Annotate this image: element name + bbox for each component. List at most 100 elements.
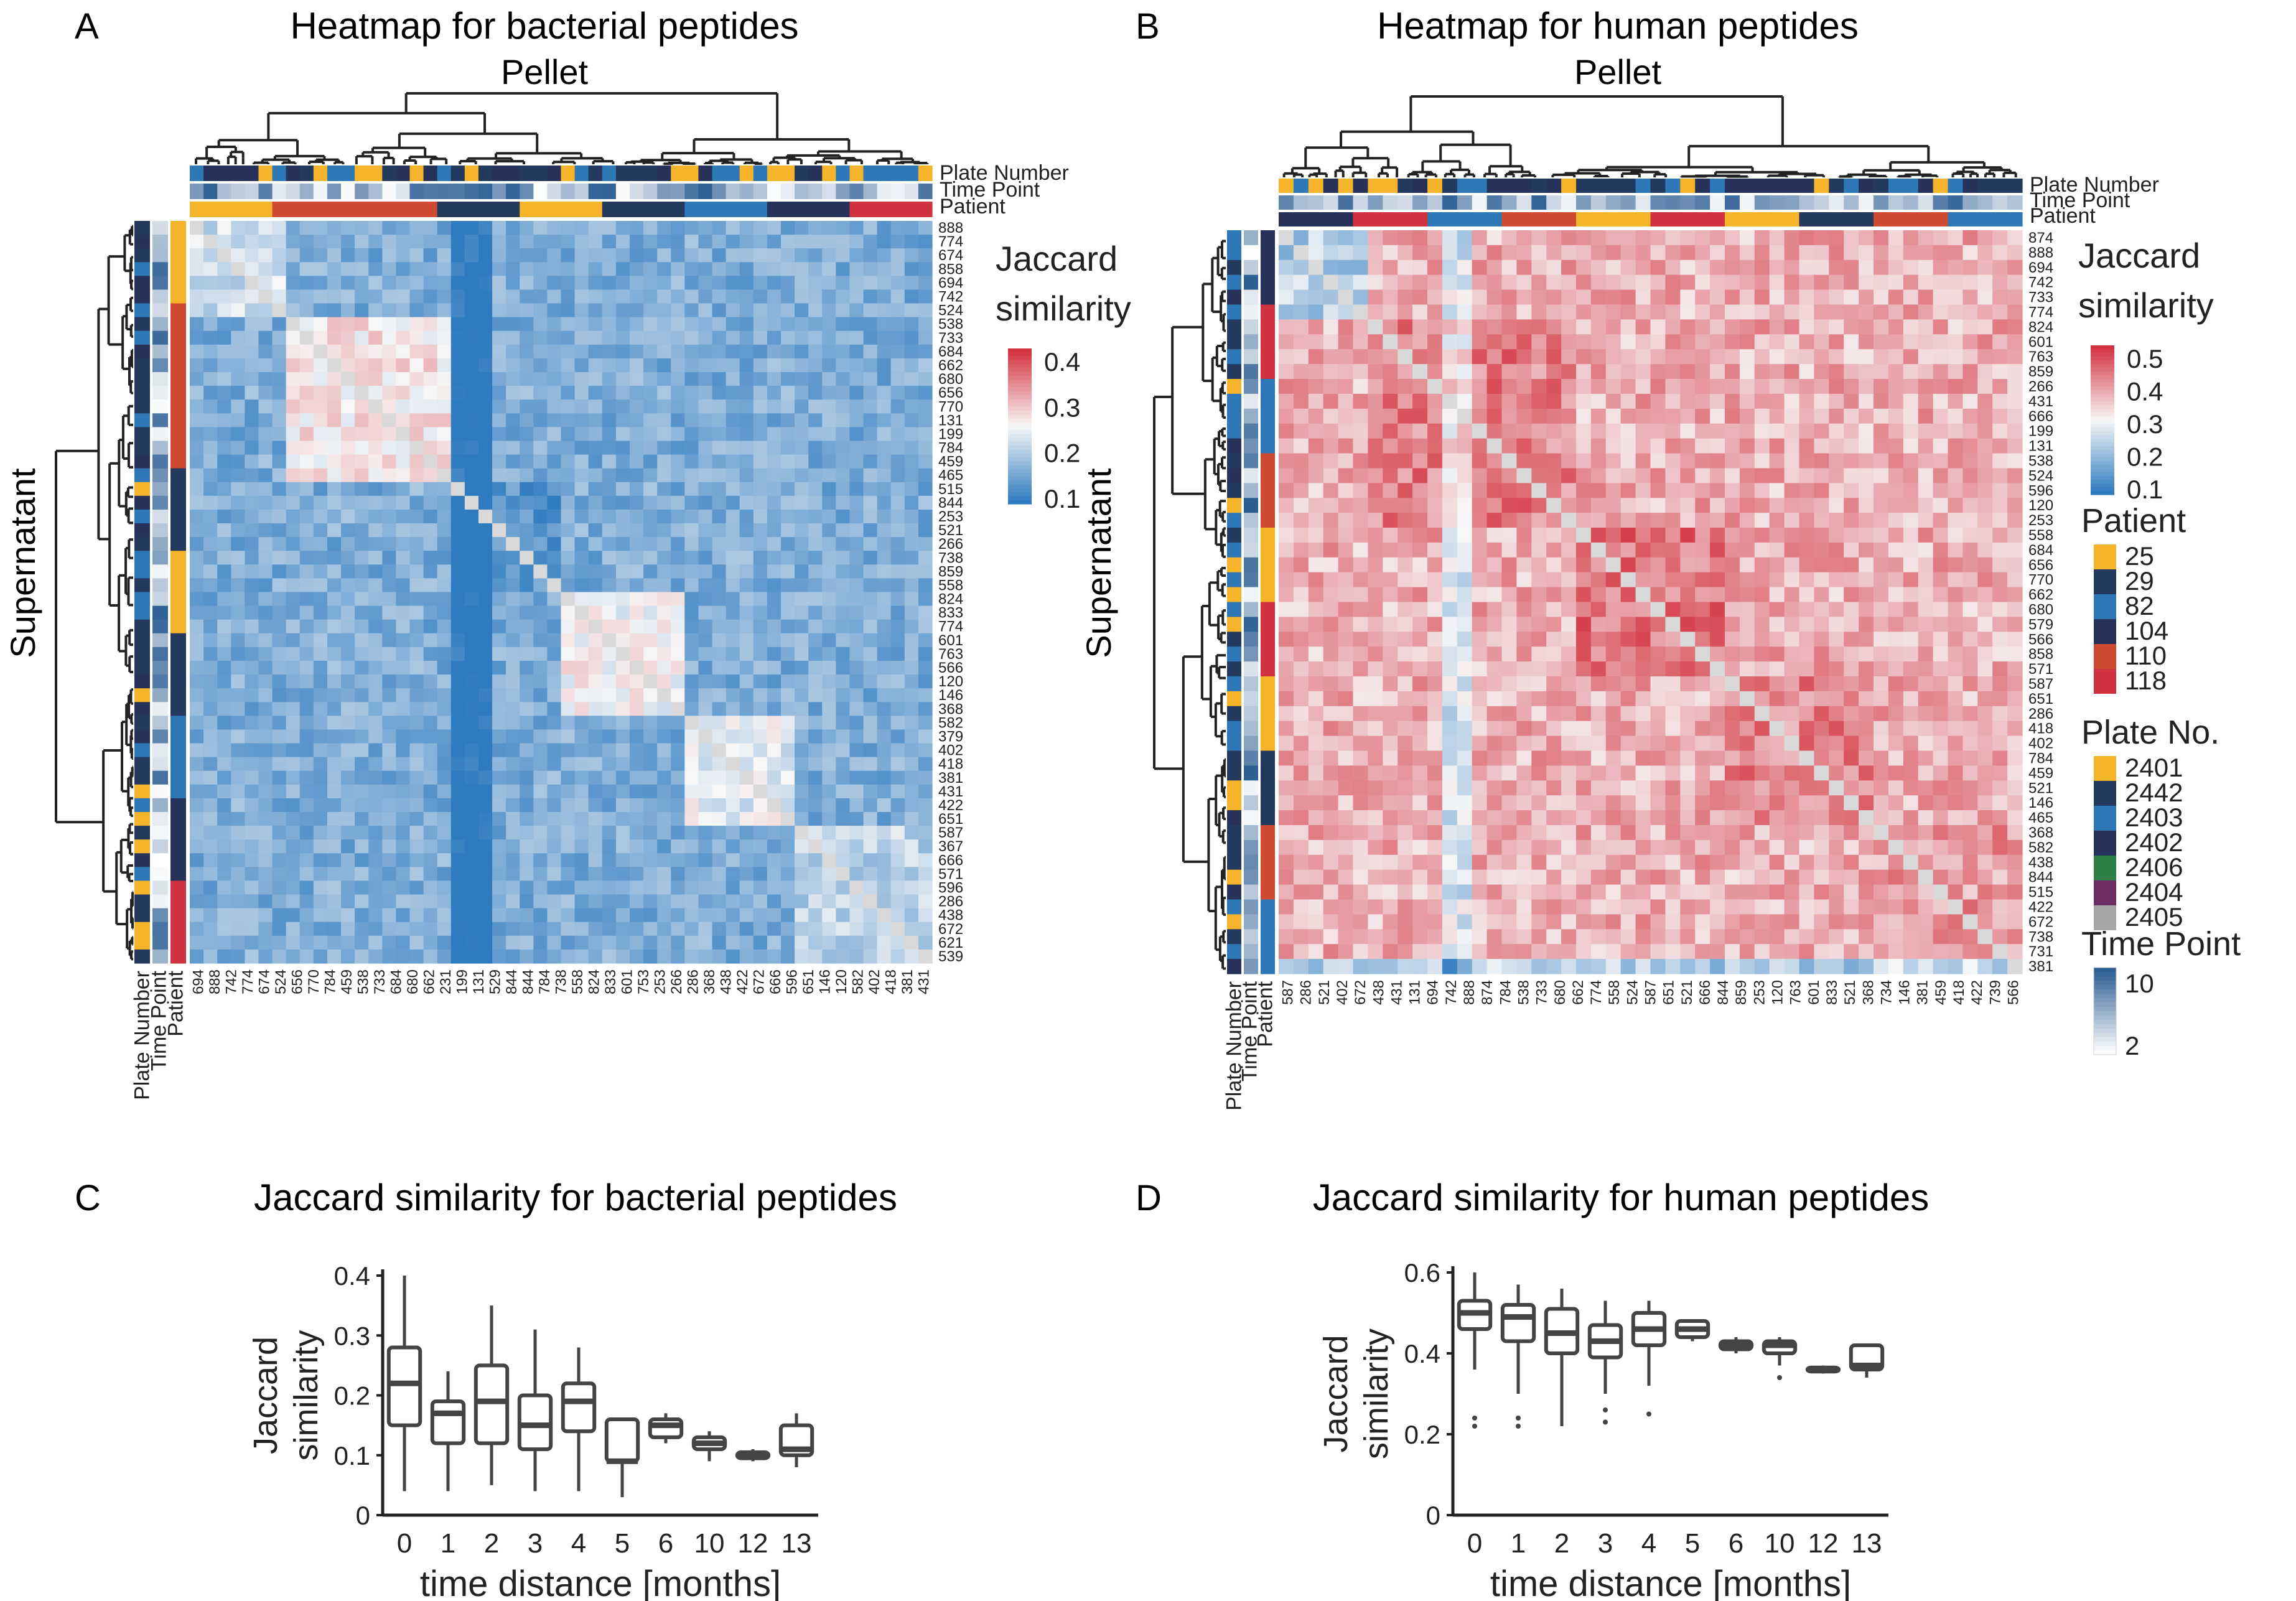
heatmap-cell [258, 235, 273, 249]
heatmap-cell [918, 716, 933, 730]
heatmap-cell [547, 646, 562, 661]
heatmap-cell [396, 344, 411, 359]
heatmap-cell [739, 386, 754, 400]
time-point-cell [152, 427, 168, 442]
heatmap-cell [217, 853, 231, 867]
heatmap-cell [520, 757, 534, 772]
heatmap-cell [437, 729, 452, 744]
heatmap-cell [602, 619, 617, 634]
heatmap-cell [313, 578, 328, 593]
heatmap-cell [698, 935, 713, 950]
heatmap-cell [904, 894, 919, 909]
heatmap-cell [341, 688, 355, 702]
heatmap-cell [313, 454, 328, 469]
plate-number-cell [1227, 274, 1241, 291]
heatmap-cell [863, 523, 878, 538]
heatmap-cell [341, 303, 355, 318]
legend-gradient-step [1008, 371, 1032, 376]
heatmap-cell [286, 798, 301, 813]
heatmap-cell [574, 592, 589, 607]
row-label: 571 [938, 866, 963, 882]
patient-cell [478, 202, 493, 217]
heatmap-cell [313, 702, 328, 716]
heatmap-cell [643, 537, 658, 551]
heatmap-cell [327, 551, 342, 565]
heatmap-cell [698, 386, 713, 400]
heatmap-cell [877, 867, 892, 882]
column-label: 824 [586, 969, 603, 994]
patient-cell [629, 202, 644, 217]
heatmap-cell [657, 495, 671, 510]
heatmap-cell [904, 441, 919, 455]
patient-cell [1486, 212, 1503, 226]
heatmap-cell [382, 551, 396, 565]
heatmap-cell [272, 702, 287, 716]
heatmap-cell [492, 276, 506, 291]
heatmap-cell [739, 826, 754, 840]
heatmap-cell [1308, 245, 1324, 261]
heatmap-cell [1784, 289, 1800, 306]
heatmap-cell [245, 894, 259, 909]
heatmap-cell [712, 564, 727, 579]
heatmap-cell [684, 564, 699, 579]
heatmap-cell [272, 221, 287, 235]
heatmap-cell [863, 441, 878, 455]
heatmap-cell [574, 743, 589, 758]
heatmap-cell [382, 826, 396, 840]
heatmap-cell [450, 372, 465, 386]
plate-number-cell [1650, 179, 1666, 193]
heatmap-cell [203, 551, 218, 565]
legend-gradient-step [1008, 461, 1032, 466]
row-label: 621 [938, 935, 963, 951]
heatmap-cell [1427, 304, 1443, 320]
plate-number-cell [134, 235, 150, 249]
heatmap-cell [217, 303, 231, 318]
row-label: 120 [938, 673, 963, 690]
heatmap-cell [1710, 245, 1725, 261]
patient-cell [1261, 884, 1275, 900]
heatmap-cell [492, 743, 506, 758]
time-point-cell [1244, 884, 1258, 900]
heatmap-cell [368, 660, 383, 675]
heatmap-cell [231, 303, 245, 318]
heatmap-cell [726, 537, 740, 551]
heatmap-cell [849, 399, 864, 414]
plate-number-cell [1948, 179, 1963, 193]
row-label: 742 [938, 289, 963, 306]
row-label: 596 [938, 879, 963, 896]
heatmap-cell [382, 729, 396, 744]
patient-cell [1353, 212, 1368, 226]
heatmap-cell [190, 688, 204, 702]
patient-cell [170, 811, 186, 826]
heatmap-cell [574, 317, 589, 332]
plate-number-cell [1725, 179, 1740, 193]
heatmap-cell [863, 235, 878, 249]
heatmap-cell [780, 716, 795, 730]
heatmap-cell [506, 688, 520, 702]
heatmap-cell [341, 358, 355, 373]
heatmap-cell [313, 633, 328, 648]
heatmap-cell [341, 427, 355, 442]
patient-cell [1261, 468, 1275, 483]
heatmap-cell [863, 867, 878, 882]
plate-number-cell [1227, 528, 1241, 543]
heatmap-cell [615, 839, 630, 854]
plate-number-cell [1227, 379, 1241, 394]
heatmap-cell [588, 276, 603, 291]
heatmap-cell [643, 248, 658, 263]
heatmap-cell [190, 660, 204, 675]
track-label: Plate Number [2030, 173, 2159, 197]
heatmap-cell [739, 358, 754, 373]
patient-cell [450, 202, 465, 217]
heatmap-cell [615, 495, 630, 510]
heatmap-cell [423, 276, 438, 291]
heatmap-cell [1814, 289, 1829, 306]
heatmap-cell [588, 757, 603, 772]
patient-cell [1888, 212, 1904, 226]
heatmap-cell [615, 441, 630, 455]
heatmap-cell [561, 551, 576, 565]
time-point-cell [152, 276, 168, 291]
heatmap-cell [217, 826, 231, 840]
heatmap-cell [492, 248, 506, 263]
heatmap-cell [822, 949, 836, 964]
